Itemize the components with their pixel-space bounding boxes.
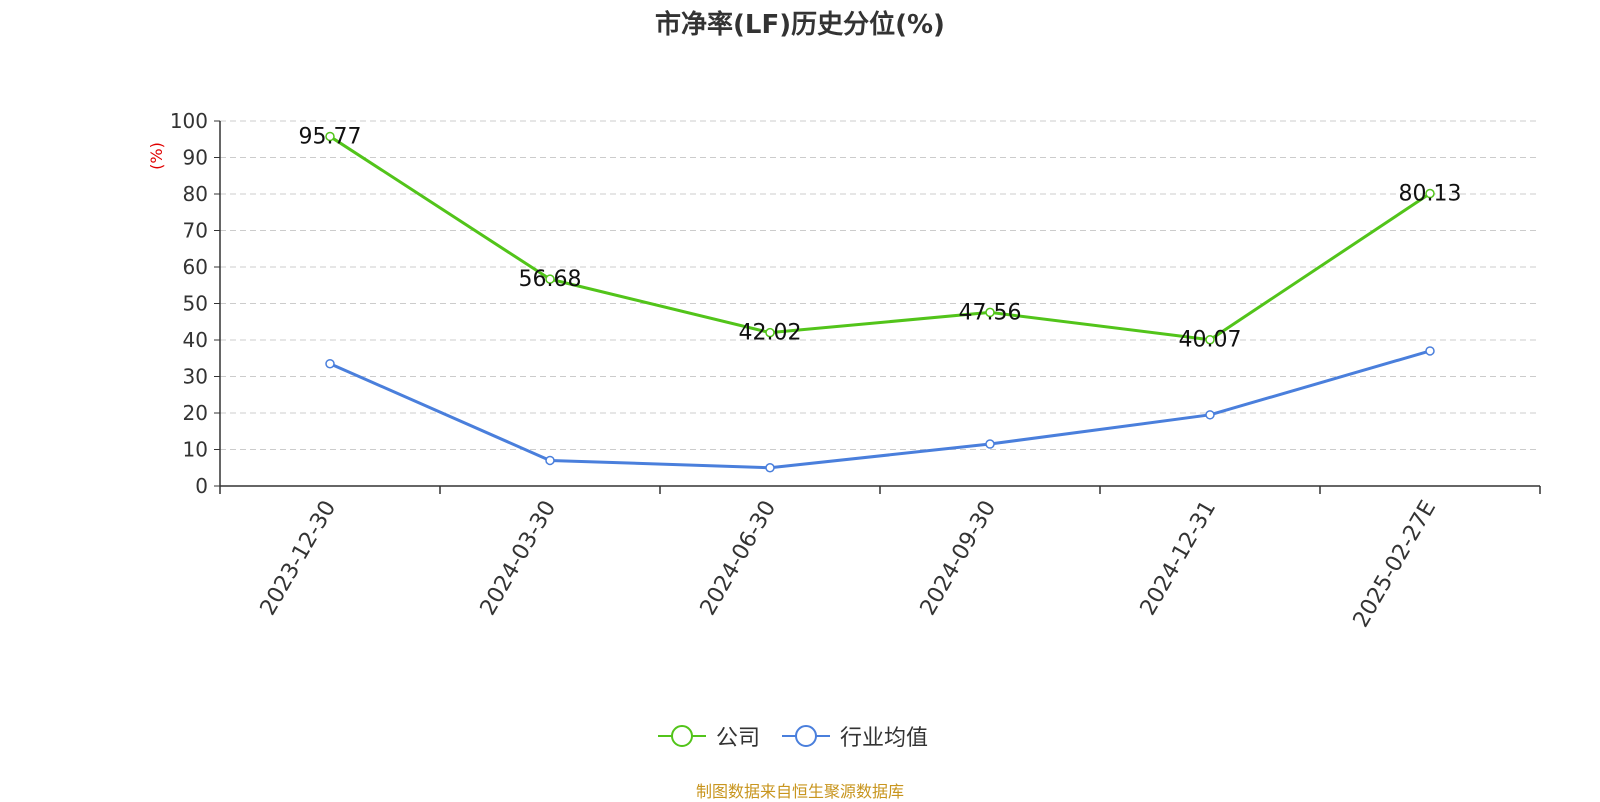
chart-title: 市净率(LF)历史分位(%) [655,10,945,40]
series [325,131,1435,473]
y-tick-label: 0 [195,474,208,498]
data-point-company [1205,334,1215,345]
data-label: 80.13 [1399,182,1462,207]
data-point-company [985,307,995,318]
y-tick-label: 20 [183,401,208,425]
legend-marker-industry [782,725,831,747]
data-label: 40.07 [1179,328,1242,353]
y-tick-label: 60 [183,255,208,279]
data-source-note: 制图数据来自恒生聚源数据库 [695,782,904,801]
y-tick-label: 40 [183,328,208,352]
y-tick-label: 100 [170,109,208,133]
x-tick-label: 2024-03-30 [476,497,562,620]
data-point-industry [765,463,775,473]
x-tick-label: 2024-12-31 [1136,497,1222,620]
y-tick-label: 50 [183,292,208,316]
y-tick-label: 70 [183,219,208,243]
series-line-company [329,135,1431,342]
legend-label-company: 公司 [716,726,761,751]
y-tick-label: 90 [183,146,208,170]
data-point-industry [1425,346,1435,356]
axes: 0 10 20 30 40 50 60 70 80 90 100 2023-12-30 2024-03-… [147,109,1541,632]
data-point-company [325,131,335,142]
legend-item-industry[interactable]: 行业均值 [782,720,928,752]
data-label: 47.56 [959,300,1022,325]
data-point-company [765,327,775,338]
y-axis-label: (%) [147,142,166,170]
x-tick-label: 2024-09-30 [916,497,1002,620]
data-label: 95.77 [299,124,362,149]
data-point-industry [545,455,555,466]
data-point-industry [325,358,335,369]
y-tick-label: 80 [183,182,208,206]
data-point-industry [1205,410,1215,420]
legend-label-industry: 行业均值 [840,726,929,751]
series-line-industry [329,349,1431,470]
data-label: 42.02 [739,321,802,346]
x-tick-label: 2024-06-30 [696,497,782,620]
legend-item-company[interactable]: 公司 [658,720,760,752]
legend-marker-company [658,725,706,747]
data-point-company [545,274,555,284]
data-point-industry [985,439,995,449]
grid-lines [220,120,1540,450]
x-tick-label: 2023-12-30 [256,497,342,620]
legend: 公司 行业均值 [658,720,950,752]
data-labels: 95.77 56.68 42.02 47.56 40.07 80.13 [299,124,1462,352]
y-tick-label: 10 [183,438,208,462]
x-tick-label: 2025-02-27E [1349,497,1442,632]
data-label: 56.68 [519,267,582,292]
data-point-company [1425,188,1435,199]
y-tick-label: 30 [183,365,208,389]
